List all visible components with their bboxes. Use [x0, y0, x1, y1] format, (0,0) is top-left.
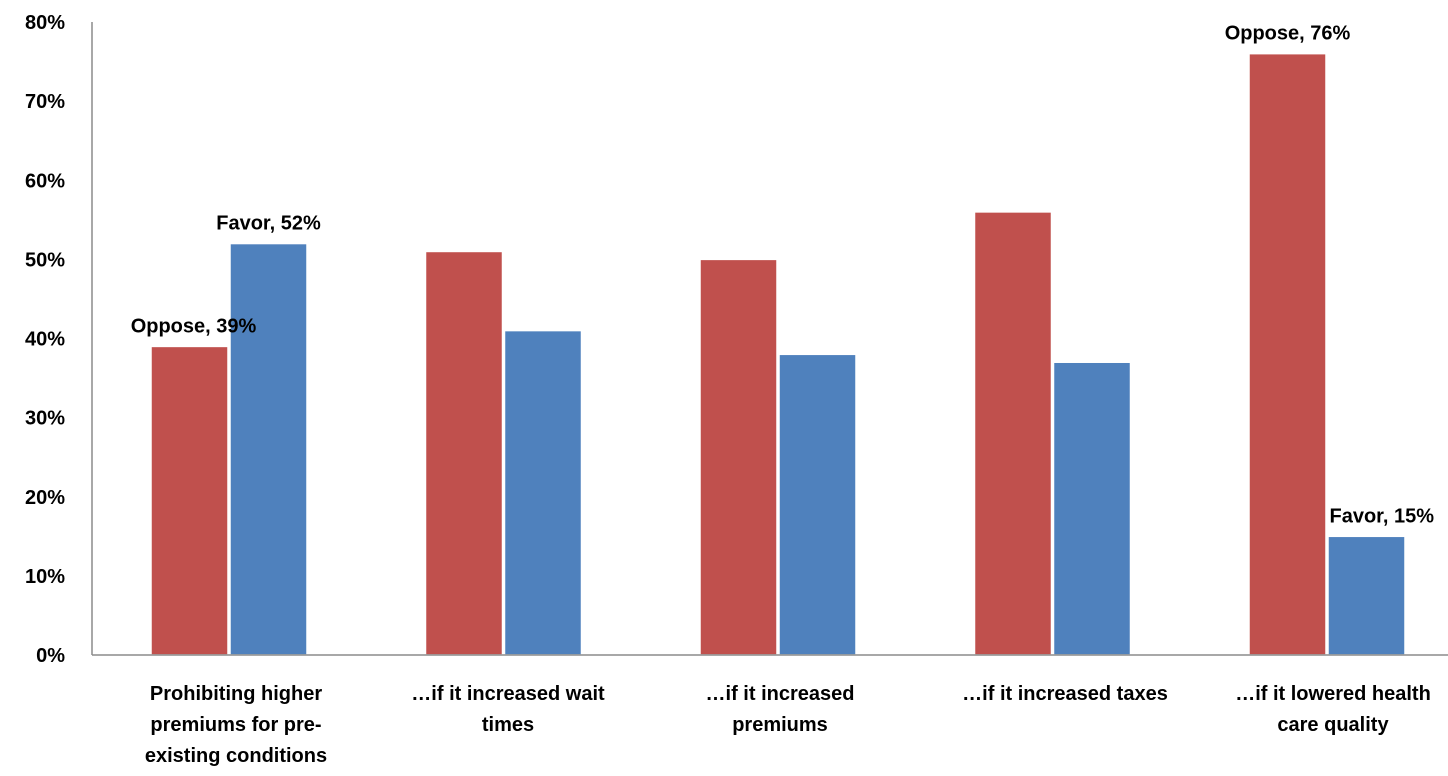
- y-tick-label: 60%: [25, 170, 65, 192]
- data-labels: Oppose, 39% Favor, 52% Oppose, 76% Favor, 1…: [131, 23, 1435, 528]
- bar-favor-2: [778, 353, 857, 656]
- y-tick-label: 70%: [25, 91, 65, 113]
- x-category-label-line: premiums: [732, 714, 828, 736]
- y-tick-label: 10%: [25, 566, 65, 588]
- bar-oppose-1: [424, 250, 504, 656]
- x-category-label-line: care quality: [1277, 714, 1389, 736]
- y-tick-label: 50%: [25, 249, 65, 271]
- bar-oppose-4: [1248, 52, 1327, 656]
- x-category-label-line: …if it lowered health: [1235, 683, 1431, 705]
- bar-oppose-3: [973, 211, 1053, 656]
- x-category-labels: Prohibiting higher premiums for pre-exist…: [145, 683, 1431, 767]
- y-tick-label: 30%: [25, 408, 65, 430]
- bar-favor-1: [503, 329, 583, 656]
- x-category-label-line: …if it increased: [706, 683, 855, 705]
- data-label: Oppose, 39%: [131, 315, 257, 337]
- x-category-label: …if it lowered health care quality: [1235, 683, 1431, 736]
- y-tick-label: 0%: [36, 645, 65, 667]
- x-category-label: …if it increased wait times: [411, 683, 605, 736]
- y-tick-label: 80%: [25, 12, 65, 34]
- x-category-label-line: premiums for pre-: [150, 714, 321, 736]
- y-tick-label: 20%: [25, 487, 65, 509]
- bar-oppose-0: [150, 345, 229, 656]
- bar-favor-0: [229, 242, 308, 656]
- x-category-label: Prohibiting higher premiums for pre-exist…: [145, 683, 327, 767]
- x-category-label: …if it increased taxes: [962, 683, 1168, 705]
- bars-group: [150, 52, 1406, 656]
- y-tick-labels: 0% 10% 20% 30% 40% 50% 60% 70% 80%: [25, 12, 65, 667]
- x-category-label-line: times: [482, 714, 534, 736]
- bar-favor-4: [1327, 535, 1406, 656]
- data-label: Favor, 15%: [1329, 505, 1434, 527]
- bar-favor-3: [1052, 361, 1132, 656]
- bar-oppose-2: [699, 258, 778, 656]
- data-label: Favor, 52%: [216, 213, 321, 235]
- x-category-label: …if it increased premiums: [706, 683, 855, 736]
- y-tick-label: 40%: [25, 329, 65, 351]
- data-label: Oppose, 76%: [1225, 23, 1351, 45]
- x-category-label-line: …if it increased taxes: [962, 683, 1168, 705]
- x-category-label-line: Prohibiting higher: [150, 683, 322, 705]
- x-category-label-line: existing conditions: [145, 745, 327, 767]
- x-category-label-line: …if it increased wait: [411, 683, 605, 705]
